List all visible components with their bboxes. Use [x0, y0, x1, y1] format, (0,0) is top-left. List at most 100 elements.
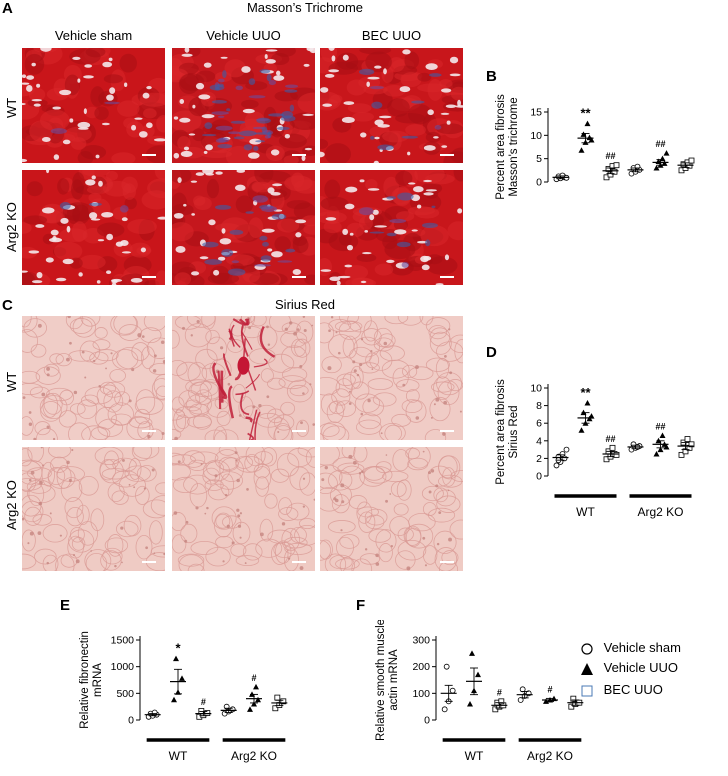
y-tick-label: 200 — [412, 661, 430, 673]
scale-bar — [142, 561, 156, 563]
y-tick-label: 4 — [536, 435, 542, 447]
row-label-arg2ko-masson: Arg2 KO — [4, 202, 19, 252]
scale-bar — [142, 154, 156, 156]
masson-micrograph-wt-bec-uuo — [320, 48, 463, 163]
y-tick-label: 0 — [424, 715, 430, 727]
data-point — [498, 698, 505, 705]
data-point — [688, 157, 695, 164]
panel-label-d: D — [486, 344, 497, 361]
legend: Vehicle sham Vehicle UUO BEC UUO — [580, 640, 728, 710]
data-point — [653, 451, 660, 457]
significance-label: # — [547, 684, 552, 694]
y-tick-label: 0 — [536, 471, 542, 483]
y-axis-label: Sirius Red — [508, 405, 520, 458]
group-label: Arg2 KO — [637, 505, 683, 519]
data-point — [578, 147, 585, 153]
scale-bar — [440, 430, 454, 432]
y-tick-label: 500 — [116, 688, 134, 700]
significance-label: # — [497, 687, 502, 697]
group-label: Arg2 KO — [527, 749, 573, 763]
col-label-vehicle-sham: Vehicle sham — [54, 28, 133, 43]
col-label-vehicle-uuo: Vehicle UUO — [206, 28, 281, 43]
y-axis-label: Masson's trichrome — [508, 97, 520, 196]
row-label-wt-masson: WT — [4, 97, 19, 118]
scale-bar — [440, 561, 454, 563]
group-label: Arg2 KO — [231, 749, 277, 763]
col-label-bec-uuo: BEC UUO — [361, 28, 422, 43]
data-point — [441, 706, 448, 713]
sirius-micrograph-arg2ko-bec-uuo — [320, 447, 463, 571]
masson-micrograph-wt-vehicle-uuo — [172, 48, 315, 163]
significance-label: # — [201, 697, 206, 707]
masson-micrograph-arg2ko-bec-uuo — [320, 170, 463, 285]
significance-label: ## — [655, 139, 665, 149]
scale-bar — [292, 276, 306, 278]
legend-item-bec-uuo: BEC UUO — [580, 682, 663, 698]
data-point — [580, 131, 587, 137]
data-point — [584, 120, 591, 127]
legend-item-vehicle-uuo: Vehicle UUO — [580, 660, 678, 676]
row-label-wt-sirius: WT — [4, 371, 19, 392]
y-axis-label: actin mRNA — [388, 649, 400, 711]
data-point — [255, 696, 261, 703]
data-point — [229, 706, 236, 713]
y-tick-label: 5 — [536, 153, 542, 165]
open-square-icon — [581, 685, 593, 697]
row-label-arg2ko-sirius: Arg2 KO — [4, 480, 19, 530]
data-point — [578, 427, 585, 433]
data-point — [659, 432, 666, 439]
y-tick-label: 6 — [536, 418, 542, 430]
data-point — [657, 446, 664, 453]
data-point — [467, 701, 473, 707]
scale-bar — [142, 276, 156, 278]
y-tick-label: 300 — [412, 635, 430, 647]
data-point — [272, 705, 279, 712]
panel-label-f: F — [356, 597, 366, 614]
y-axis-label: Relative fibronectin — [79, 631, 91, 729]
data-point — [611, 168, 618, 175]
y-axis-label: mRNA — [92, 663, 104, 697]
data-point — [613, 162, 620, 169]
y-axis-label: Relative smooth muscle — [375, 620, 387, 741]
data-point — [179, 675, 185, 681]
significance-label: # — [251, 673, 256, 683]
data-point — [661, 160, 668, 166]
data-point — [173, 655, 179, 662]
data-point — [570, 695, 577, 702]
sirius-micrograph-arg2ko-vehicle-sham — [22, 447, 165, 571]
legend-label-bec-uuo: BEC UUO — [603, 682, 663, 697]
chart-f-smooth-muscle-actin: 0 100 200 300 Relative smooth muscle actin mR… — [375, 620, 584, 763]
y-tick-label: 10 — [530, 383, 542, 395]
y-tick-label: 2 — [536, 453, 542, 465]
scale-bar — [292, 154, 306, 156]
masson-micrograph-arg2ko-vehicle-sham — [22, 170, 165, 285]
sirius-micrograph-wt-vehicle-uuo — [172, 316, 315, 440]
data-point — [688, 441, 695, 448]
y-tick-label: 0 — [536, 177, 542, 189]
masson-micrograph-wt-vehicle-sham — [22, 48, 165, 163]
significance-label: ** — [580, 385, 591, 400]
data-point — [663, 443, 670, 450]
data-point — [280, 698, 287, 705]
scale-bar — [292, 430, 306, 432]
data-point — [251, 701, 257, 707]
data-point — [274, 694, 281, 701]
data-point — [475, 671, 481, 678]
chart-b-masson-fibrosis: 0 5 10 15 Percent area fibrosis Masson's tric… — [495, 94, 695, 200]
scale-bar — [440, 276, 454, 278]
scale-bar — [440, 154, 454, 156]
data-point — [613, 451, 620, 458]
y-axis-label: Percent area fibrosis — [495, 94, 507, 200]
sirius-micrograph-arg2ko-vehicle-uuo — [172, 447, 315, 571]
legend-item-vehicle-sham: Vehicle sham — [580, 640, 681, 656]
data-point — [449, 687, 456, 694]
y-tick-label: 1000 — [111, 661, 135, 673]
data-point — [469, 650, 475, 656]
significance-label: ## — [655, 422, 665, 432]
scale-bar — [142, 430, 156, 432]
panel-label-b: B — [486, 68, 497, 85]
legend-label-vehicle-uuo: Vehicle UUO — [603, 660, 679, 675]
data-point — [584, 399, 591, 406]
significance-label: ** — [580, 106, 591, 121]
sirius-title: Sirius Red — [275, 297, 335, 312]
